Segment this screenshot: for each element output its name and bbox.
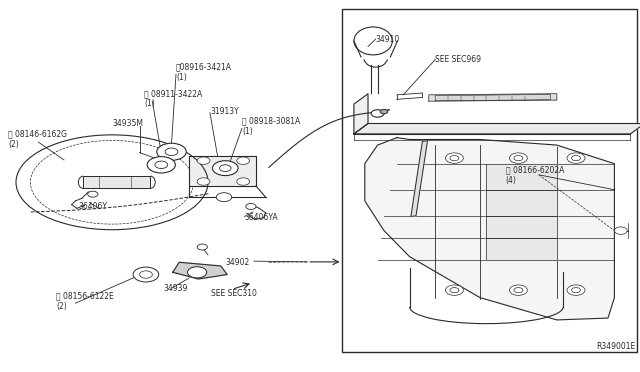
Circle shape xyxy=(197,178,210,185)
Circle shape xyxy=(445,153,463,163)
Polygon shape xyxy=(365,138,614,320)
Text: 36406YA: 36406YA xyxy=(244,213,278,222)
Circle shape xyxy=(188,267,207,278)
Circle shape xyxy=(216,193,232,202)
Circle shape xyxy=(197,157,210,164)
Circle shape xyxy=(371,110,384,117)
Circle shape xyxy=(450,288,459,293)
Circle shape xyxy=(567,285,585,295)
Text: Ⓑ 08156-6122E
(2): Ⓑ 08156-6122E (2) xyxy=(56,292,114,311)
Text: 36406Y: 36406Y xyxy=(78,202,107,211)
Circle shape xyxy=(133,267,159,282)
Polygon shape xyxy=(411,141,428,217)
Circle shape xyxy=(88,191,98,197)
Circle shape xyxy=(572,288,580,293)
Polygon shape xyxy=(435,94,550,101)
Polygon shape xyxy=(486,164,557,190)
Circle shape xyxy=(246,203,256,209)
Text: SEE SEC969: SEE SEC969 xyxy=(435,55,481,64)
Circle shape xyxy=(157,143,186,160)
Polygon shape xyxy=(83,176,150,188)
Text: Ⓝ 08918-3081A
(1): Ⓝ 08918-3081A (1) xyxy=(242,117,300,136)
Text: Ⓑ 08166-6202A
(4): Ⓑ 08166-6202A (4) xyxy=(506,165,564,185)
Polygon shape xyxy=(354,94,368,134)
Text: 34902: 34902 xyxy=(225,258,250,267)
Circle shape xyxy=(155,161,168,169)
Polygon shape xyxy=(189,156,256,186)
Circle shape xyxy=(197,244,207,250)
Circle shape xyxy=(514,288,523,293)
Circle shape xyxy=(614,227,627,234)
Circle shape xyxy=(445,285,463,295)
Circle shape xyxy=(380,109,388,114)
Circle shape xyxy=(514,155,523,161)
Text: 34935M: 34935M xyxy=(112,119,143,128)
Circle shape xyxy=(165,148,178,155)
Circle shape xyxy=(220,165,231,171)
Polygon shape xyxy=(486,216,557,238)
Text: 31913Y: 31913Y xyxy=(210,107,239,116)
Polygon shape xyxy=(354,124,640,134)
Circle shape xyxy=(237,157,250,164)
Circle shape xyxy=(147,157,175,173)
Circle shape xyxy=(237,178,250,185)
Text: 34939: 34939 xyxy=(164,284,188,293)
Polygon shape xyxy=(486,190,557,216)
Circle shape xyxy=(567,153,585,163)
Circle shape xyxy=(450,155,459,161)
Polygon shape xyxy=(486,238,557,260)
Text: SEE SEC310: SEE SEC310 xyxy=(211,289,257,298)
Circle shape xyxy=(212,161,238,176)
Bar xyxy=(342,9,637,352)
Text: Ⓝ 08911-3422A
(1): Ⓝ 08911-3422A (1) xyxy=(144,89,202,108)
Circle shape xyxy=(572,155,580,161)
Text: R349001E: R349001E xyxy=(596,342,636,351)
Circle shape xyxy=(509,153,527,163)
Polygon shape xyxy=(429,94,557,101)
Polygon shape xyxy=(173,262,227,279)
Text: Ⓦ08916-3421A
(1): Ⓦ08916-3421A (1) xyxy=(176,63,232,82)
Text: Ⓑ 08146-6162G
(2): Ⓑ 08146-6162G (2) xyxy=(8,130,67,149)
Text: 34910: 34910 xyxy=(376,35,400,44)
Circle shape xyxy=(509,285,527,295)
Circle shape xyxy=(140,271,152,278)
